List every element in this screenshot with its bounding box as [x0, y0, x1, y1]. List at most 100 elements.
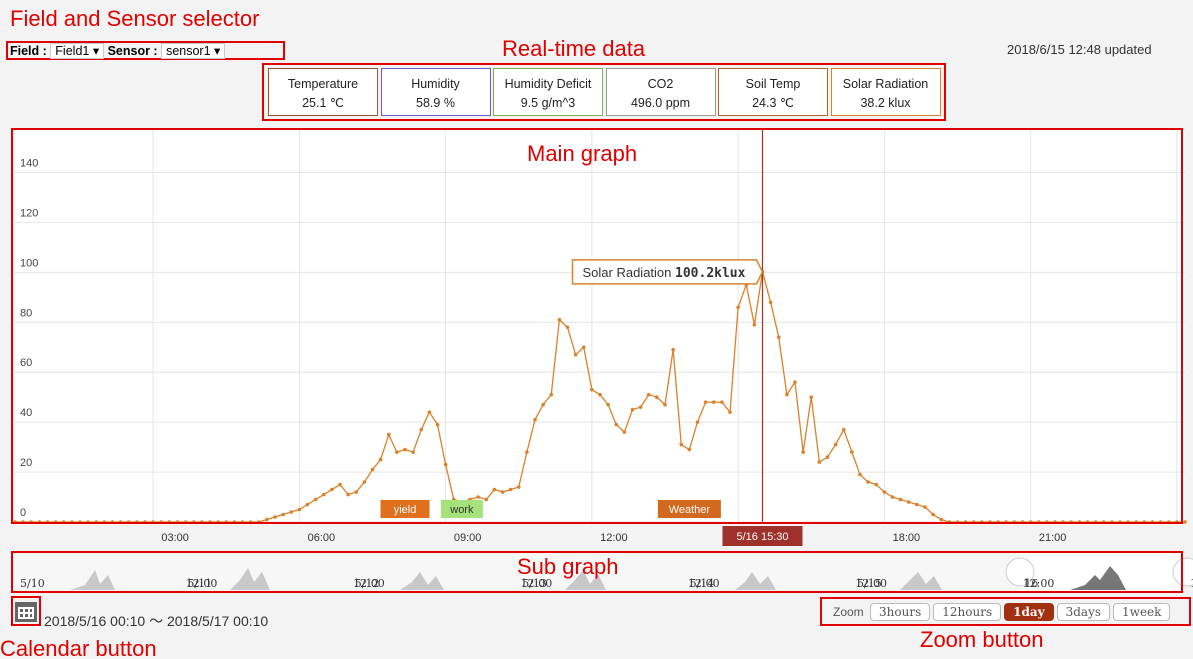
point	[386, 432, 391, 437]
sub-label: 5/15	[857, 577, 882, 590]
point	[330, 487, 334, 492]
slider-handle[interactable]	[1172, 557, 1193, 587]
event-marker[interactable]	[440, 500, 483, 518]
event-marker[interactable]	[657, 500, 721, 518]
point	[671, 347, 675, 352]
sub-label: 12:00	[1023, 577, 1055, 590]
point	[614, 422, 619, 427]
calendar-button[interactable]	[14, 599, 38, 623]
point	[590, 387, 594, 392]
point	[890, 495, 895, 499]
point	[711, 400, 716, 404]
point	[281, 512, 285, 517]
point	[273, 515, 277, 519]
point	[1183, 520, 1187, 524]
event-label: yield	[394, 504, 417, 516]
point	[525, 450, 529, 454]
sub-label: 5/14	[690, 577, 715, 590]
sub-label: 5/11	[187, 577, 212, 590]
sub-label: 12:00	[855, 577, 887, 590]
y-tick-label: 140	[20, 157, 38, 169]
sensor-card: Humidity 58.9 %	[380, 68, 491, 116]
point	[939, 517, 944, 522]
point	[443, 462, 448, 467]
event-marker[interactable]	[380, 500, 430, 518]
point	[411, 450, 415, 454]
point	[663, 402, 667, 407]
point	[736, 305, 740, 310]
plot-area	[15, 130, 1185, 522]
card-value: 58.9 %	[416, 96, 455, 110]
sensor-select[interactable]: sensor1 ▾	[161, 43, 226, 59]
point	[549, 392, 554, 397]
point	[866, 480, 870, 484]
annotation: Calendar button	[0, 636, 157, 659]
card-name: Solar Radiation	[842, 77, 929, 91]
x-tick-label: 03:00	[161, 532, 189, 544]
annotation: Real-time data	[502, 36, 646, 61]
point	[679, 442, 684, 447]
x-tick-label: 09:00	[454, 532, 482, 544]
annotation-box	[820, 597, 1191, 626]
y-tick-label: 40	[20, 407, 32, 419]
y-tick-label: 60	[20, 357, 32, 369]
field-label: Field :	[10, 44, 47, 58]
tooltip-value: 100.2klux	[675, 266, 746, 281]
point	[354, 490, 359, 494]
point	[882, 490, 887, 494]
y-tick-label: 20	[20, 457, 32, 469]
annotation-box	[11, 128, 1183, 524]
point	[305, 502, 310, 507]
point	[915, 502, 919, 507]
zoom-button[interactable]: 1day	[1004, 603, 1054, 621]
y-tick-label: 100	[20, 257, 38, 269]
point	[606, 402, 610, 407]
tooltip-text: Solar Radiation 100.2klux	[583, 265, 746, 281]
field-select[interactable]: Field1 ▾	[50, 43, 105, 59]
point	[630, 407, 635, 412]
annotation: Main graph	[527, 141, 638, 166]
sub-label: 16	[1024, 577, 1038, 590]
selector: Field : Field1 ▾ Sensor : sensor1 ▾	[10, 43, 226, 59]
zoom-button[interactable]: 3days	[1056, 603, 1111, 621]
x-tick-label: 12:00	[600, 532, 628, 544]
sensor-card: CO2 496.0 ppm	[605, 68, 716, 116]
sensor-card: Humidity Deficit 9.5 g/m^3	[493, 68, 603, 116]
card-name: Temperature	[287, 77, 359, 91]
point	[565, 325, 570, 330]
zoom-label: Zoom	[833, 605, 864, 619]
tooltip-series: Solar Radiation	[583, 265, 672, 280]
point	[265, 517, 269, 522]
point	[785, 392, 789, 397]
zoom-button[interactable]: 1week	[1113, 603, 1171, 621]
point	[768, 300, 773, 305]
annotation: Zoom button	[920, 627, 1044, 652]
slider-handle[interactable]	[1005, 557, 1035, 587]
point	[419, 427, 424, 432]
sub-label: 12:00	[1190, 577, 1193, 590]
point	[703, 400, 708, 404]
annotation-box	[262, 63, 946, 121]
point	[598, 392, 602, 397]
point	[338, 482, 342, 487]
sub-label: 5/10	[20, 577, 45, 590]
point	[793, 380, 797, 384]
point	[370, 467, 375, 472]
point	[931, 512, 935, 517]
zoom-button[interactable]: 12hours	[933, 603, 1002, 621]
sub-label: 12:00	[186, 577, 218, 590]
point	[427, 410, 432, 414]
point	[557, 317, 562, 322]
card-name: Humidity Deficit	[504, 77, 592, 91]
point	[906, 500, 911, 504]
zoom-button[interactable]: 3hours	[870, 603, 931, 621]
sensor-card: Solar Radiation 38.2 klux	[830, 68, 941, 116]
point	[435, 422, 440, 427]
point	[622, 430, 627, 434]
point	[695, 420, 700, 424]
annotation-box	[11, 551, 1183, 593]
sub-graph: 5/10 12:005/11 12:005/12 12:005/13 12:005/14…	[20, 557, 1193, 590]
point	[825, 455, 830, 459]
point	[533, 417, 537, 422]
event-label: work	[449, 504, 474, 516]
